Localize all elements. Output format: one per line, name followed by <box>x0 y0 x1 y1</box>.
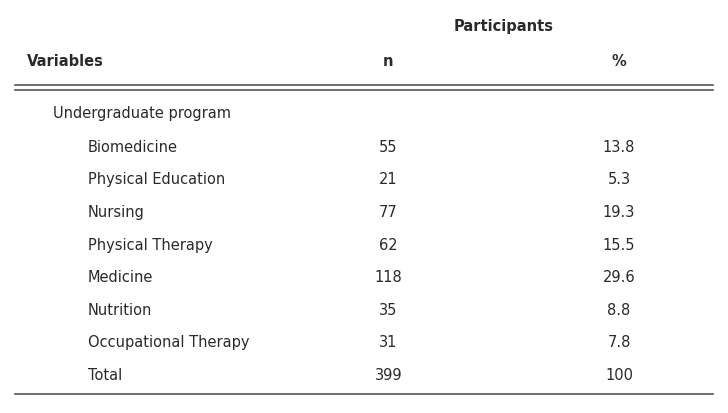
Text: 15.5: 15.5 <box>603 237 636 252</box>
Text: Medicine: Medicine <box>88 270 154 285</box>
Text: Nutrition: Nutrition <box>88 302 152 317</box>
Text: 29.6: 29.6 <box>603 270 636 285</box>
Text: 100: 100 <box>605 367 633 382</box>
Text: Physical Therapy: Physical Therapy <box>88 237 213 252</box>
Text: 62: 62 <box>379 237 397 252</box>
Text: Nursing: Nursing <box>88 204 145 220</box>
Text: 13.8: 13.8 <box>603 140 636 154</box>
Text: Total: Total <box>88 367 122 382</box>
Text: Occupational Therapy: Occupational Therapy <box>88 335 250 349</box>
Text: Physical Education: Physical Education <box>88 172 225 187</box>
Text: Biomedicine: Biomedicine <box>88 140 178 154</box>
Text: n: n <box>383 54 394 69</box>
Text: 399: 399 <box>375 367 403 382</box>
Text: Variables: Variables <box>27 54 104 69</box>
Text: 55: 55 <box>379 140 397 154</box>
Text: 5.3: 5.3 <box>608 172 630 187</box>
Text: 19.3: 19.3 <box>603 204 636 220</box>
Text: 21: 21 <box>379 172 397 187</box>
Text: %: % <box>612 54 627 69</box>
Text: 35: 35 <box>379 302 397 317</box>
Text: 8.8: 8.8 <box>607 302 630 317</box>
Text: Participants: Participants <box>454 19 554 33</box>
Text: 7.8: 7.8 <box>607 335 630 349</box>
Text: 31: 31 <box>379 335 397 349</box>
Text: 77: 77 <box>379 204 397 220</box>
Text: 118: 118 <box>375 270 403 285</box>
Text: Undergraduate program: Undergraduate program <box>53 106 231 121</box>
